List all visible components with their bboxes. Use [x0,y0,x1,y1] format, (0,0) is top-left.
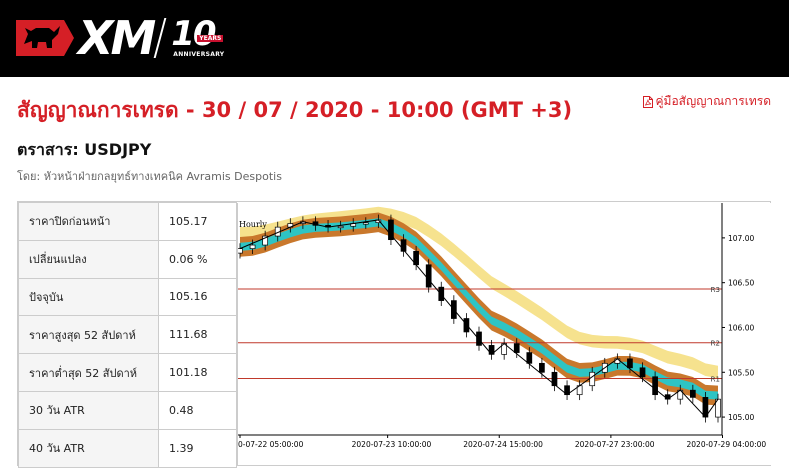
page-title: สัญญาณการเทรด - 30 / 07 / 2020 - 10:00 (… [17,98,573,122]
stat-label: เปลี่ยนแปลง [18,239,159,279]
signal-panel: ราคาปิดก่อนหน้า 105.17 เปลี่ยนแปลง 0.06 … [17,201,771,468]
anniversary-years: YEARS [197,35,224,42]
candle-body [388,219,394,241]
xm-logo[interactable]: XM 10 YEARS ANNIVERSARY [16,14,229,62]
candle-body [539,362,545,373]
price-chart[interactable]: R3 R2 R1 107.00 106.50 106.00 105.50 105.00 0-0… [237,203,771,465]
stat-label: ราคาต่ำสุด 52 สัปดาห์ [18,353,159,392]
stat-label: ราคาปิดก่อนหน้า [18,202,159,241]
stat-label: 30 วัน ATR [18,390,159,430]
y-tick-label: 107.00 [728,234,754,243]
zigzag-line [239,219,719,418]
table-row: ราคาสูงสุด 52 สัปดาห์ 111.68 [18,315,237,355]
y-tick-label: 106.50 [728,279,754,288]
x-tick-label: 0-07-22 05:00:00 [238,440,304,449]
table-row: ปัจจุบัน 105.16 [18,277,237,317]
candle-body [627,358,633,369]
candle-body [589,371,596,387]
logo-divider [153,18,167,58]
table-row: 30 วัน ATR 0.48 [18,390,237,430]
candle-body [526,352,533,364]
y-tick-label: 105.00 [728,413,754,422]
signals-guide-link[interactable]: คู่มือสัญญาณการเทรด [642,92,772,111]
timeframe-label: Hourly [239,220,267,229]
candle-body [400,239,407,252]
y-tick-label: 105.50 [728,368,754,377]
x-tick-label: 2020-07-23 10:00:00 [352,440,432,449]
bull-logo-icon [16,20,74,56]
candle-body [262,235,269,246]
candle-body [513,343,520,353]
candle-body [337,225,344,229]
x-tick-label: 2020-07-29 04:00:00 [687,440,767,449]
stat-value: 1.39 [158,428,237,468]
level-label-r3: R3 [711,286,720,294]
header-bar: XM 10 YEARS ANNIVERSARY [0,0,789,77]
table-row: 40 วัน ATR 1.39 [18,428,237,468]
table-row: ราคาปิดก่อนหน้า 105.17 [18,202,237,241]
instrument-title: ตราสาร: USDJPY [17,140,152,159]
stat-value: 0.06 % [158,239,237,279]
candle-body [362,222,369,225]
y-tick-label: 106.00 [728,323,754,332]
stat-value: 105.17 [158,202,237,241]
stat-value: 0.48 [158,390,237,430]
stat-value: 101.18 [158,353,237,392]
level-label-r1: R1 [711,376,720,384]
x-tick-label: 2020-07-27 23:00:00 [575,440,655,449]
author-byline: โดย: หัวหน้าฝ่ายกลยุทธ์ทางเทคนิค Avramis… [17,170,282,183]
anniversary-label: ANNIVERSARY [173,51,225,58]
table-row: เปลี่ยนแปลง 0.06 % [18,239,237,279]
stat-label: ราคาสูงสุด 52 สัปดาห์ [18,315,159,355]
candle-body [551,371,558,387]
stats-table: ราคาปิดก่อนหน้า 105.17 เปลี่ยนแปลง 0.06 … [18,202,237,468]
candle-body [639,367,646,378]
stat-value: 111.68 [158,315,237,355]
anniversary-badge: 10 YEARS ANNIVERSARY [169,14,229,60]
stat-label: 40 วัน ATR [18,428,159,468]
candle-body [249,244,256,249]
candle-body [238,248,243,254]
candle-body [652,376,658,396]
logo-text: XM [78,11,156,65]
level-label-r2: R2 [711,340,720,348]
signals-guide-label: คู่มือสัญญาณการเทรด [655,94,772,108]
stat-value: 105.16 [158,277,237,317]
anniversary-number: 10 [171,14,216,54]
stat-label: ปัจจุบัน [18,277,159,317]
table-row: ราคาต่ำสุด 52 สัปดาห์ 101.18 [18,353,237,392]
candle-body [425,264,432,288]
inner-ma-band [240,218,718,400]
candle-body [689,389,696,398]
x-tick-label: 2020-07-24 15:00:00 [463,440,543,449]
pdf-icon [642,95,653,108]
price-chart-svg: R3 R2 R1 107.00 106.50 106.00 105.50 105.00 0-0… [238,203,767,449]
